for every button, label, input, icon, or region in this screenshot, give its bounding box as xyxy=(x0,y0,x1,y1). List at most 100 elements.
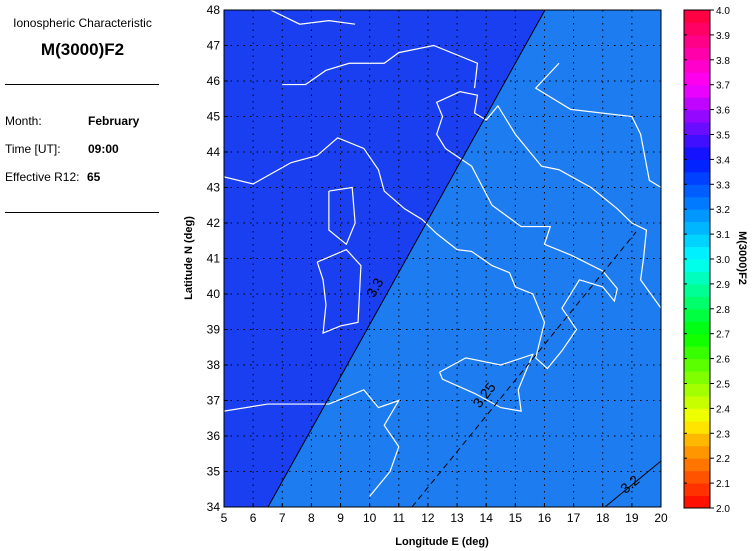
y-tick-label: 43 xyxy=(207,181,221,195)
y-tick-label: 47 xyxy=(207,39,221,53)
colorbar-tick-label: 2.8 xyxy=(716,305,730,316)
x-tick-label: 15 xyxy=(509,511,523,525)
colorbar-tick-label: 2.0 xyxy=(716,504,730,515)
region-high xyxy=(224,10,545,507)
y-tick-label: 39 xyxy=(207,323,221,337)
colorbar-segment xyxy=(684,59,710,73)
colorbar-tick-label: 3.5 xyxy=(716,131,730,142)
contour-line xyxy=(411,231,637,507)
parameter-title: M(3000)F2 xyxy=(40,40,125,59)
y-tick-label: 36 xyxy=(207,429,221,443)
x-tick-label: 14 xyxy=(480,511,494,525)
colorbar-tick-label: 2.2 xyxy=(716,454,730,465)
colorbar-segment xyxy=(684,296,710,310)
colorbar-segment xyxy=(684,72,710,86)
coastline xyxy=(224,389,401,497)
divider xyxy=(5,84,159,85)
colorbar-segment xyxy=(684,109,710,123)
y-tick-label: 42 xyxy=(207,216,221,230)
colorbar-segment xyxy=(684,22,710,36)
colorbar-segment xyxy=(684,246,710,260)
y-tick-label: 41 xyxy=(207,252,221,266)
colorbar-tick-label: 3.8 xyxy=(716,56,730,67)
colorbar-tick-label: 3.7 xyxy=(716,81,730,92)
colorbar-segment xyxy=(684,134,710,148)
y-tick-label: 35 xyxy=(207,465,221,479)
y-tick-label: 46 xyxy=(207,74,221,88)
colorbar-segment xyxy=(684,420,710,434)
colorbar-segment xyxy=(684,234,710,248)
colorbar-segment xyxy=(684,495,710,509)
x-tick-label: 9 xyxy=(337,511,344,525)
x-tick-label: 10 xyxy=(363,511,377,525)
colorbar-tick-label: 3.6 xyxy=(716,106,730,117)
x-tick-label: 13 xyxy=(450,511,464,525)
colorbar-segment xyxy=(684,395,710,409)
colorbar-segment xyxy=(684,209,710,223)
coastline xyxy=(534,62,661,189)
colorbar-segment xyxy=(684,445,710,459)
colorbar-tick-label: 2.3 xyxy=(716,429,730,440)
y-tick-label: 48 xyxy=(207,3,221,17)
colorbar-segment xyxy=(684,470,710,484)
x-tick-label: 5 xyxy=(221,511,228,525)
colorbar-segment xyxy=(684,458,710,472)
colorbar-label: M(3000)F2 xyxy=(736,231,748,285)
x-axis-label: Longitude E (deg) xyxy=(395,536,489,548)
colorbar-tick-label: 3.4 xyxy=(716,155,730,166)
colorbar-segment xyxy=(684,408,710,422)
contour-line xyxy=(604,460,661,507)
colorbar-tick-label: 2.5 xyxy=(716,380,730,391)
colorbar-segment xyxy=(684,271,710,285)
coastline xyxy=(316,248,362,334)
colorbar-tick-label: 4.0 xyxy=(716,6,730,17)
colorbar-segment xyxy=(684,383,710,397)
colorbar-tick-label: 3.1 xyxy=(716,230,730,241)
y-tick-label: 45 xyxy=(207,110,221,124)
colorbar-segment xyxy=(684,333,710,347)
colorbar-segment xyxy=(684,321,710,335)
colorbar-segment xyxy=(684,308,710,322)
colorbar-segment xyxy=(684,184,710,198)
colorbar-segment xyxy=(684,146,710,160)
colorbar-segment xyxy=(684,196,710,210)
map-area: 3.33.253.2 xyxy=(224,10,661,507)
y-axis-label: Latitude N (deg) xyxy=(183,216,195,300)
colorbar-tick-label: 3.3 xyxy=(716,180,730,191)
colorbar-segment xyxy=(684,221,710,235)
x-tick-label: 20 xyxy=(654,511,668,525)
month-value: February xyxy=(88,114,140,128)
colorbar-segment xyxy=(684,358,710,372)
y-tick-label: 37 xyxy=(207,394,221,408)
y-tick-label: 40 xyxy=(207,287,221,301)
divider xyxy=(5,212,159,213)
coastline xyxy=(282,44,479,89)
colorbar-segment xyxy=(684,84,710,98)
coastlines xyxy=(224,10,661,497)
colorbar-tick-label: 3.9 xyxy=(716,31,730,42)
colorbar xyxy=(683,9,711,509)
x-tick-label: 11 xyxy=(393,511,406,525)
colorbar-tick-label: 3.0 xyxy=(716,255,730,266)
x-tick-label: 16 xyxy=(538,511,552,525)
x-tick-label: 12 xyxy=(421,511,435,525)
time-value: 09:00 xyxy=(88,142,119,156)
panel-heading: Ionospheric Characteristic xyxy=(13,16,152,30)
colorbar-segment xyxy=(684,483,710,497)
coastline xyxy=(328,186,356,246)
colorbar-tick-label: 3.2 xyxy=(716,205,730,216)
month-label: Month: xyxy=(5,114,42,128)
x-tick-label: 18 xyxy=(596,511,610,525)
colorbar-segment xyxy=(684,283,710,297)
y-tick-label: 38 xyxy=(207,358,221,372)
colorbar-segment xyxy=(684,47,710,61)
r12-label: Effective R12: xyxy=(5,170,80,184)
colorbar-segment xyxy=(684,346,710,360)
coastline xyxy=(270,10,356,25)
y-tick-label: 44 xyxy=(207,145,221,159)
colorbar-segment xyxy=(684,371,710,384)
colorbar-segment xyxy=(684,122,710,135)
colorbar-segment xyxy=(684,171,710,185)
colorbar-segment xyxy=(684,259,710,272)
x-tick-label: 8 xyxy=(308,511,315,525)
